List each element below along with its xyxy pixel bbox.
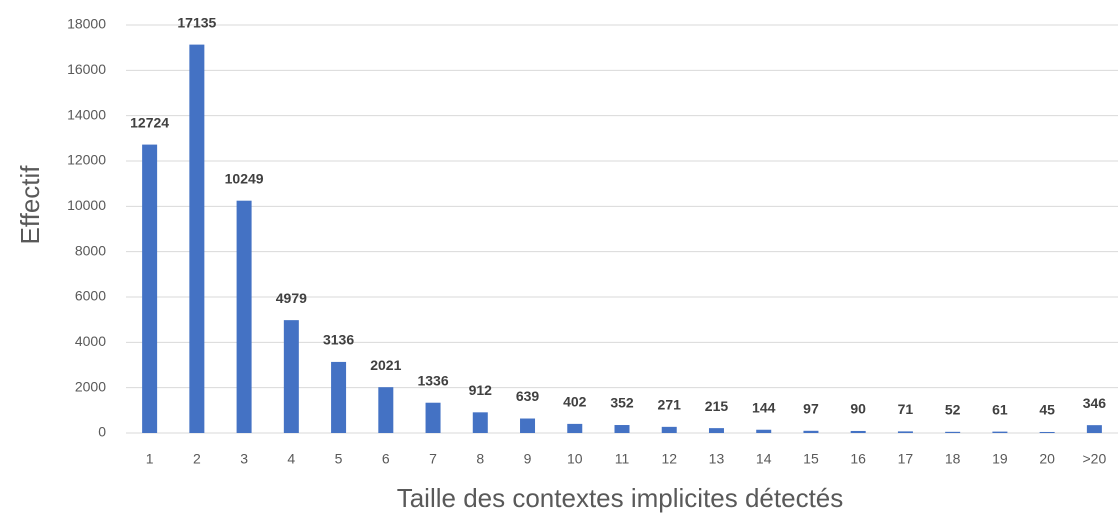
data-label: 402	[563, 394, 587, 410]
y-tick-label: 18000	[67, 16, 106, 32]
x-tick-label: 6	[382, 451, 390, 467]
data-label: 1336	[417, 372, 448, 388]
x-tick-label: 10	[567, 451, 583, 467]
y-tick-label: 16000	[67, 61, 106, 77]
x-tick-label: 18	[945, 451, 961, 467]
x-tick-label: 13	[709, 451, 725, 467]
x-tick-label: 8	[476, 451, 484, 467]
y-tick-label: 4000	[75, 333, 106, 349]
bar	[850, 430, 866, 433]
bar	[142, 144, 158, 433]
data-label: 10249	[225, 170, 264, 186]
x-tick-label: 19	[992, 451, 1008, 467]
bar	[425, 402, 441, 433]
bar	[1086, 425, 1102, 433]
bar	[472, 412, 488, 433]
data-label: 346	[1083, 395, 1107, 411]
data-label: 2021	[370, 357, 401, 373]
x-tick-label: 15	[803, 451, 819, 467]
x-tick-label: 9	[524, 451, 532, 467]
bar	[897, 431, 913, 433]
x-tick-label: 7	[429, 451, 437, 467]
bar	[520, 418, 536, 433]
data-label: 61	[992, 401, 1008, 417]
y-tick-label: 2000	[75, 378, 106, 394]
y-tick-label: 0	[98, 424, 106, 440]
data-label: 352	[610, 395, 634, 411]
x-tick-label: 3	[240, 451, 248, 467]
bar	[378, 387, 394, 433]
bar	[708, 428, 724, 433]
x-tick-label: 14	[756, 451, 772, 467]
bar	[756, 429, 772, 433]
data-label: 17135	[177, 14, 216, 30]
x-tick-label: 11	[615, 451, 630, 467]
data-label: 4979	[276, 290, 307, 306]
bar	[236, 200, 252, 433]
bar	[189, 44, 205, 434]
x-axis-title: Taille des contextes implicites détectés	[397, 483, 844, 513]
x-tick-label: 17	[898, 451, 914, 467]
data-label: 215	[705, 398, 729, 414]
y-tick-label: 10000	[67, 197, 106, 213]
bar	[803, 430, 819, 433]
data-label: 90	[850, 401, 866, 417]
y-axis-title: Effectif	[15, 165, 45, 245]
data-label: 912	[469, 382, 493, 398]
bar	[1039, 431, 1055, 433]
x-tick-label: 20	[1039, 451, 1055, 467]
data-label: 639	[516, 388, 540, 404]
bar	[992, 431, 1008, 433]
x-tick-label: 4	[287, 451, 295, 467]
data-label: 52	[945, 402, 961, 418]
bar	[283, 320, 299, 433]
x-tick-label: 2	[193, 451, 201, 467]
data-label: 3136	[323, 332, 354, 348]
bar	[567, 423, 583, 433]
data-label: 45	[1039, 402, 1055, 418]
y-tick-label: 6000	[75, 288, 106, 304]
data-label: 71	[898, 401, 914, 417]
x-tick-label: >20	[1083, 451, 1107, 467]
y-tick-label: 8000	[75, 242, 106, 258]
y-tick-label: 12000	[67, 152, 106, 168]
data-label: 271	[658, 397, 682, 413]
x-tick-label: 5	[335, 451, 343, 467]
bar	[945, 431, 961, 433]
bar	[614, 425, 630, 433]
x-tick-label: 1	[146, 451, 154, 467]
data-label: 12724	[130, 114, 169, 130]
x-tick-label: 12	[661, 451, 677, 467]
y-tick-label: 14000	[67, 106, 106, 122]
x-tick-label: 16	[850, 451, 866, 467]
bar	[331, 361, 347, 433]
data-label: 144	[752, 399, 776, 415]
bar	[661, 426, 677, 433]
data-label: 97	[803, 401, 819, 417]
